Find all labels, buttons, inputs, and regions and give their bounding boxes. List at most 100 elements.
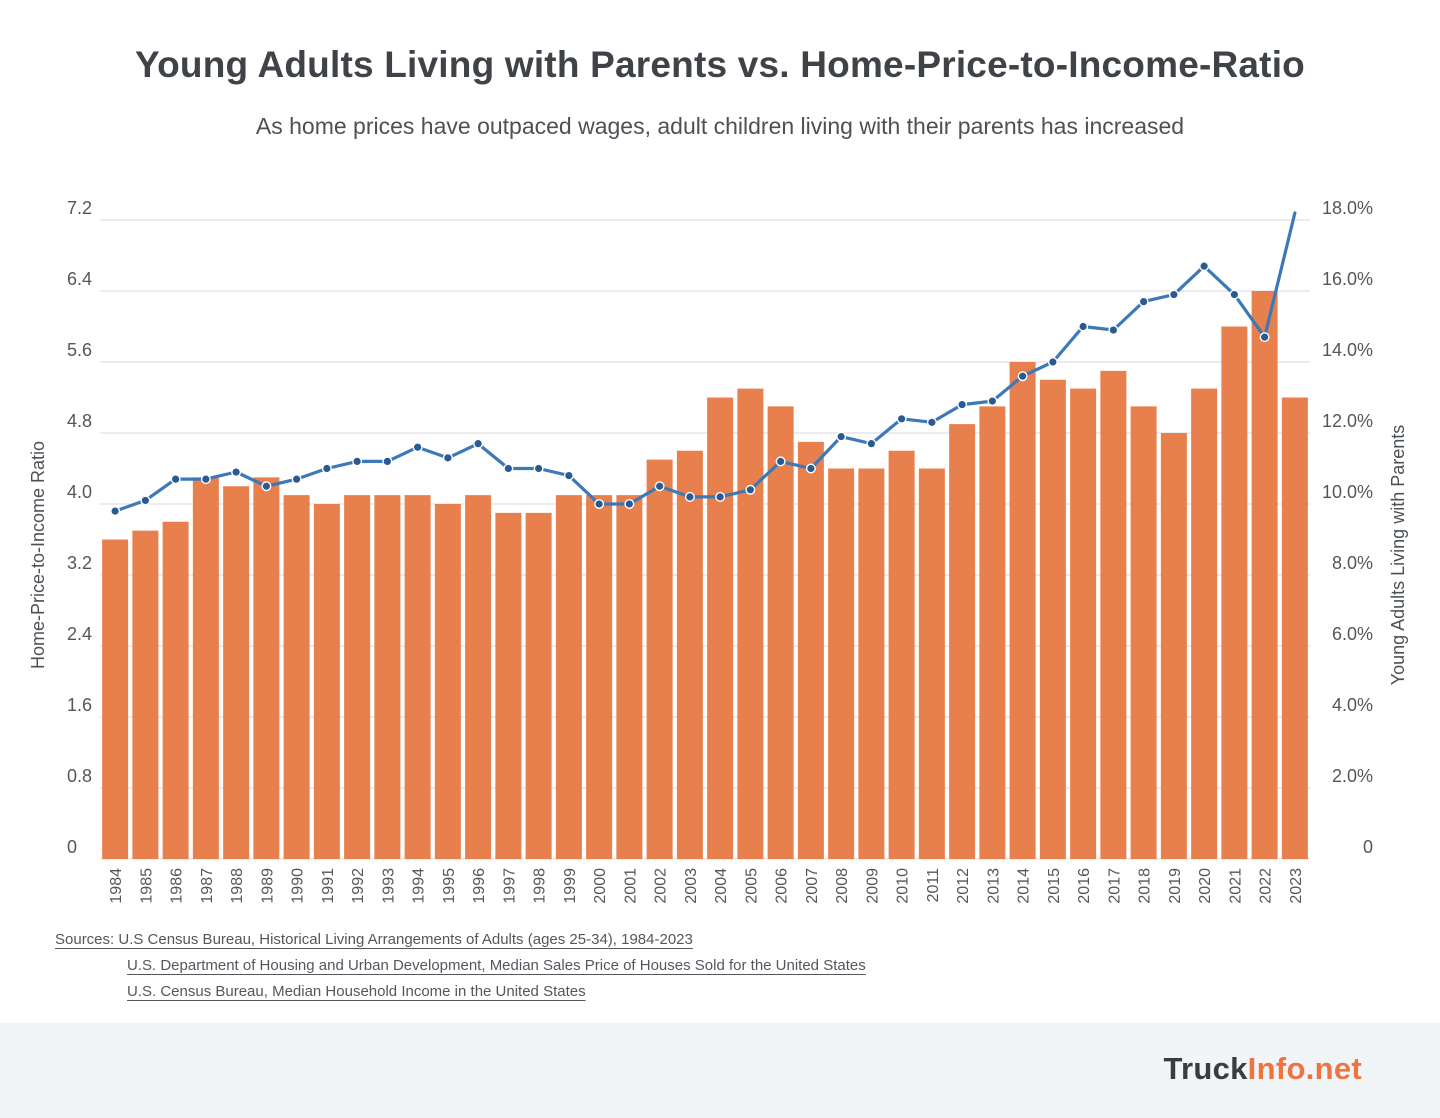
bar-1987: [192, 477, 219, 859]
data-point-marker-2010: [896, 413, 907, 424]
data-point-marker-1987: [200, 474, 211, 485]
x-axis-year-label: 1998: [532, 868, 549, 904]
data-point-marker-1985: [140, 495, 151, 506]
data-point-marker-2020: [1199, 261, 1210, 272]
truckinfo-logo[interactable]: TruckInfo.net: [1163, 1051, 1362, 1087]
bar-1988: [223, 486, 250, 859]
page-title: Young Adults Living with Parents vs. Hom…: [135, 44, 1305, 85]
source-link-hud-median-sales-price[interactable]: U.S. Department of Housing and Urban Dev…: [127, 957, 866, 974]
data-point-marker-1989: [261, 481, 272, 492]
bar-2008: [828, 468, 855, 859]
x-axis-year-label: 2022: [1258, 868, 1275, 904]
bar-1998: [525, 512, 552, 859]
data-point-marker-2000: [594, 499, 605, 510]
right-axis-tick-label: 2.0%: [1332, 766, 1373, 786]
data-point-marker-2011: [926, 417, 937, 428]
bar-2022: [1251, 291, 1278, 859]
bar-2003: [676, 450, 703, 859]
axis-ticks-group: 0 0 0.8 2.0% 1.6 4.0% 2.4 6.0% 3.2 8.0% 4.0 10.0% 4.…: [67, 198, 1373, 857]
x-axis-year-label: 2003: [683, 868, 700, 904]
bar-1985: [132, 530, 159, 859]
data-point-marker-1986: [170, 474, 181, 485]
data-point-marker-1988: [231, 467, 242, 478]
x-axis-year-label: 1993: [380, 868, 397, 904]
data-point-marker-2019: [1168, 289, 1179, 300]
x-axis-year-label: 2012: [955, 868, 972, 904]
x-axis-year-label: 1987: [199, 868, 216, 904]
bar-2009: [858, 468, 885, 859]
bar-2013: [979, 406, 1006, 859]
data-point-marker-1993: [382, 456, 393, 467]
bar-1989: [253, 477, 280, 859]
data-point-marker-2015: [1047, 356, 1058, 367]
x-axis-year-label: 2002: [653, 868, 670, 904]
bar-2021: [1221, 326, 1248, 859]
x-axis-year-label: 2010: [895, 868, 912, 904]
x-axis-year-label: 2018: [1137, 868, 1154, 904]
footer-bar: TruckInfo.net: [0, 1023, 1440, 1118]
bar-2004: [707, 397, 734, 859]
data-point-marker-1998: [533, 463, 544, 474]
data-point-marker-1996: [473, 438, 484, 449]
bar-2010: [888, 450, 915, 859]
data-point-marker-2022: [1259, 332, 1270, 343]
data-point-marker-2017: [1108, 325, 1119, 336]
bar-2014: [1009, 362, 1036, 859]
data-point-marker-1997: [503, 463, 514, 474]
bar-1992: [344, 495, 371, 859]
x-axis-labels-group: 1984 1985 1986 1987 1988 1989 1990 1991 1992 1993…: [108, 868, 1305, 904]
left-axis-tick-label: 6.4: [67, 269, 92, 289]
bar-1984: [102, 539, 129, 859]
data-point-marker-2005: [745, 484, 756, 495]
x-axis-year-label: 2009: [864, 868, 881, 904]
x-axis-year-label: 1991: [320, 868, 337, 904]
right-axis-tick-label: 18.0%: [1322, 198, 1373, 218]
data-point-marker-2021: [1229, 289, 1240, 300]
data-point-marker-1990: [291, 474, 302, 485]
x-axis-year-label: 2006: [774, 868, 791, 904]
x-axis-year-label: 1985: [138, 868, 155, 904]
right-axis-title: Young Adults Living with Parents: [1388, 425, 1408, 686]
bar-2005: [737, 388, 764, 859]
bar-2018: [1130, 406, 1157, 859]
data-point-marker-2003: [684, 491, 695, 502]
bar-2016: [1070, 388, 1097, 859]
right-axis-tick-label: 12.0%: [1322, 411, 1373, 431]
trend-line-group: [110, 211, 1297, 517]
x-axis-year-label: 2021: [1227, 868, 1244, 904]
data-point-marker-2001: [624, 499, 635, 510]
bar-2006: [767, 406, 794, 859]
x-axis-year-label: 2005: [743, 868, 760, 904]
data-point-marker-2004: [715, 491, 726, 502]
bar-1990: [283, 495, 310, 859]
data-point-marker-1999: [563, 470, 574, 481]
data-point-marker-1991: [321, 463, 332, 474]
logo-text-orange: Info.net: [1247, 1051, 1362, 1086]
bar-1994: [404, 495, 431, 859]
bar-2002: [646, 459, 673, 859]
right-axis-tick-label: 14.0%: [1322, 340, 1373, 360]
x-axis-year-label: 2023: [1288, 868, 1305, 904]
source-link-census-living-arrangements[interactable]: Sources: U.S Census Bureau, Historical L…: [55, 931, 693, 948]
x-axis-year-label: 1990: [290, 868, 307, 904]
left-axis-tick-label: 7.2: [67, 198, 92, 218]
data-point-marker-2013: [987, 396, 998, 407]
bar-2007: [797, 441, 824, 859]
x-axis-year-label: 2014: [1016, 868, 1033, 904]
bar-1996: [465, 495, 492, 859]
left-axis-tick-label: 0.8: [67, 766, 92, 786]
x-axis-year-label: 2007: [804, 868, 821, 904]
x-axis-year-label: 2016: [1076, 868, 1093, 904]
data-point-marker-2014: [1017, 371, 1028, 382]
bar-2011: [918, 468, 945, 859]
right-axis-tick-label: 8.0%: [1332, 553, 1373, 573]
x-axis-year-label: 1999: [562, 868, 579, 904]
data-point-marker-1992: [352, 456, 363, 467]
right-axis-tick-label: 6.0%: [1332, 624, 1373, 644]
x-axis-year-label: 2000: [592, 868, 609, 904]
data-point-marker-2016: [1078, 321, 1089, 332]
source-link-census-median-income[interactable]: U.S. Census Bureau, Median Household Inc…: [127, 983, 586, 1000]
x-axis-year-label: 1984: [108, 868, 125, 904]
bar-2012: [949, 424, 976, 859]
bar-1995: [434, 504, 461, 859]
